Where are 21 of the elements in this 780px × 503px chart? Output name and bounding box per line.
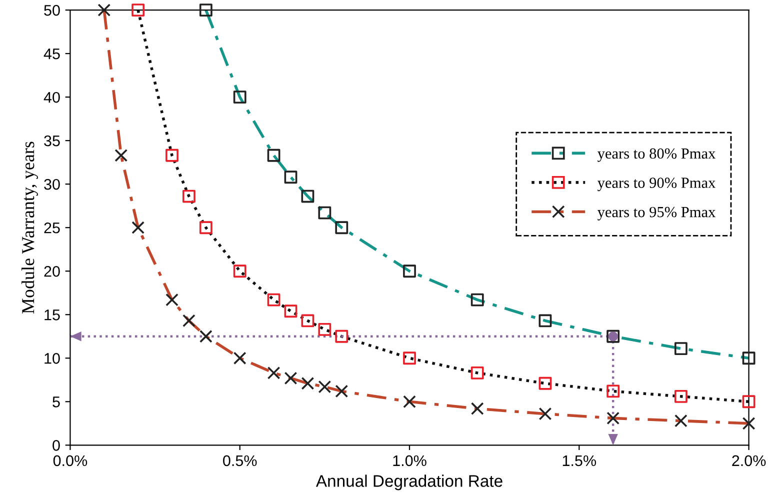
- x-tick-label: 0.0%: [53, 455, 88, 466]
- x-tick-label: 2.0%: [732, 455, 766, 466]
- y-tick-label: 35: [44, 135, 60, 146]
- x-tick-label: 0.5%: [223, 455, 257, 466]
- y-tick-label: 15: [44, 310, 60, 320]
- legend-label: years to 90% Pmax: [598, 178, 716, 192]
- legend-label: years to 80% Pmax: [598, 148, 716, 162]
- y-tick-label: 40: [44, 92, 60, 103]
- x-tick-label: 1.5%: [562, 455, 596, 466]
- y-tick-label: 10: [44, 353, 60, 364]
- y-tick-label: 0: [52, 440, 60, 451]
- x-tick-label: 1.0%: [393, 455, 426, 466]
- x-axis-title: Annual Degradation Rate: [316, 474, 502, 490]
- y-axis-title: Module Warranty, years: [22, 142, 38, 314]
- y-tick-label: 50: [44, 4, 60, 16]
- y-tick-label: 5: [52, 396, 60, 408]
- y-tick-label: 25: [44, 222, 60, 234]
- y-tick-label: 45: [44, 48, 60, 60]
- y-tick-label: 30: [44, 178, 60, 190]
- y-tick-label: 20: [44, 266, 60, 277]
- legend-label: years to 95% Pmax: [598, 206, 716, 220]
